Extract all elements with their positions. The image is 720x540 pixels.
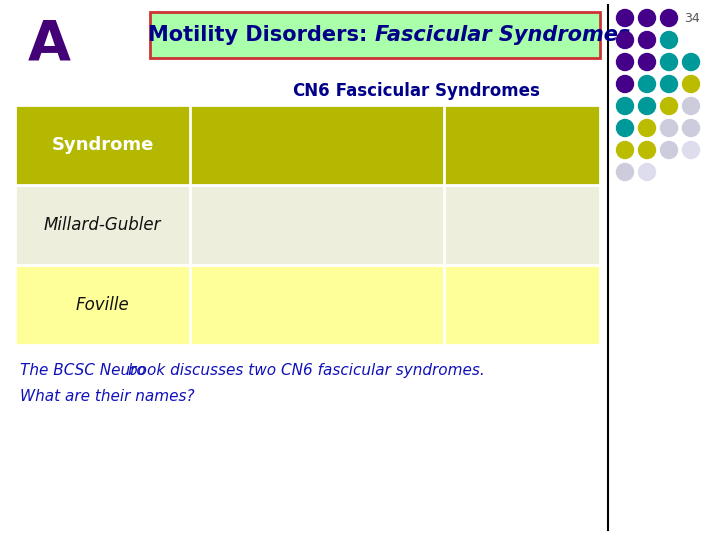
Text: The BCSC Neuro: The BCSC Neuro [20, 363, 150, 378]
Text: Fascicular Syndromes: Fascicular Syndromes [330, 82, 540, 100]
Circle shape [639, 10, 655, 26]
Circle shape [660, 119, 678, 137]
Circle shape [639, 141, 655, 159]
Circle shape [616, 53, 634, 71]
Circle shape [639, 31, 655, 49]
Circle shape [660, 76, 678, 92]
Circle shape [660, 98, 678, 114]
Text: Foville: Foville [76, 296, 130, 314]
Circle shape [660, 53, 678, 71]
Circle shape [639, 98, 655, 114]
Circle shape [660, 141, 678, 159]
Circle shape [616, 31, 634, 49]
Bar [15, 105, 600, 185]
Circle shape [660, 31, 678, 49]
Text: Syndrome: Syndrome [51, 136, 153, 154]
Circle shape [683, 76, 700, 92]
Circle shape [639, 164, 655, 180]
Circle shape [639, 76, 655, 92]
Circle shape [616, 164, 634, 180]
Text: Fascicular Syndromes: Fascicular Syndromes [375, 25, 630, 45]
Circle shape [639, 53, 655, 71]
Bar [150, 12, 600, 58]
Circle shape [616, 98, 634, 114]
Circle shape [683, 119, 700, 137]
Text: What are their names?: What are their names? [20, 389, 194, 404]
Text: 34: 34 [684, 12, 700, 25]
Text: A: A [28, 18, 71, 72]
Circle shape [616, 141, 634, 159]
Text: Motility Disorders:: Motility Disorders: [148, 25, 375, 45]
Circle shape [616, 10, 634, 26]
Circle shape [639, 119, 655, 137]
Bar [15, 265, 600, 345]
Circle shape [683, 53, 700, 71]
Circle shape [616, 76, 634, 92]
Circle shape [616, 119, 634, 137]
Circle shape [683, 141, 700, 159]
Text: CN6: CN6 [292, 82, 330, 100]
Bar [15, 185, 600, 265]
Text: book discusses two CN6 fascicular syndromes.: book discusses two CN6 fascicular syndro… [128, 363, 485, 378]
Circle shape [660, 10, 678, 26]
Text: Millard-Gubler: Millard-Gubler [44, 216, 161, 234]
Circle shape [683, 98, 700, 114]
